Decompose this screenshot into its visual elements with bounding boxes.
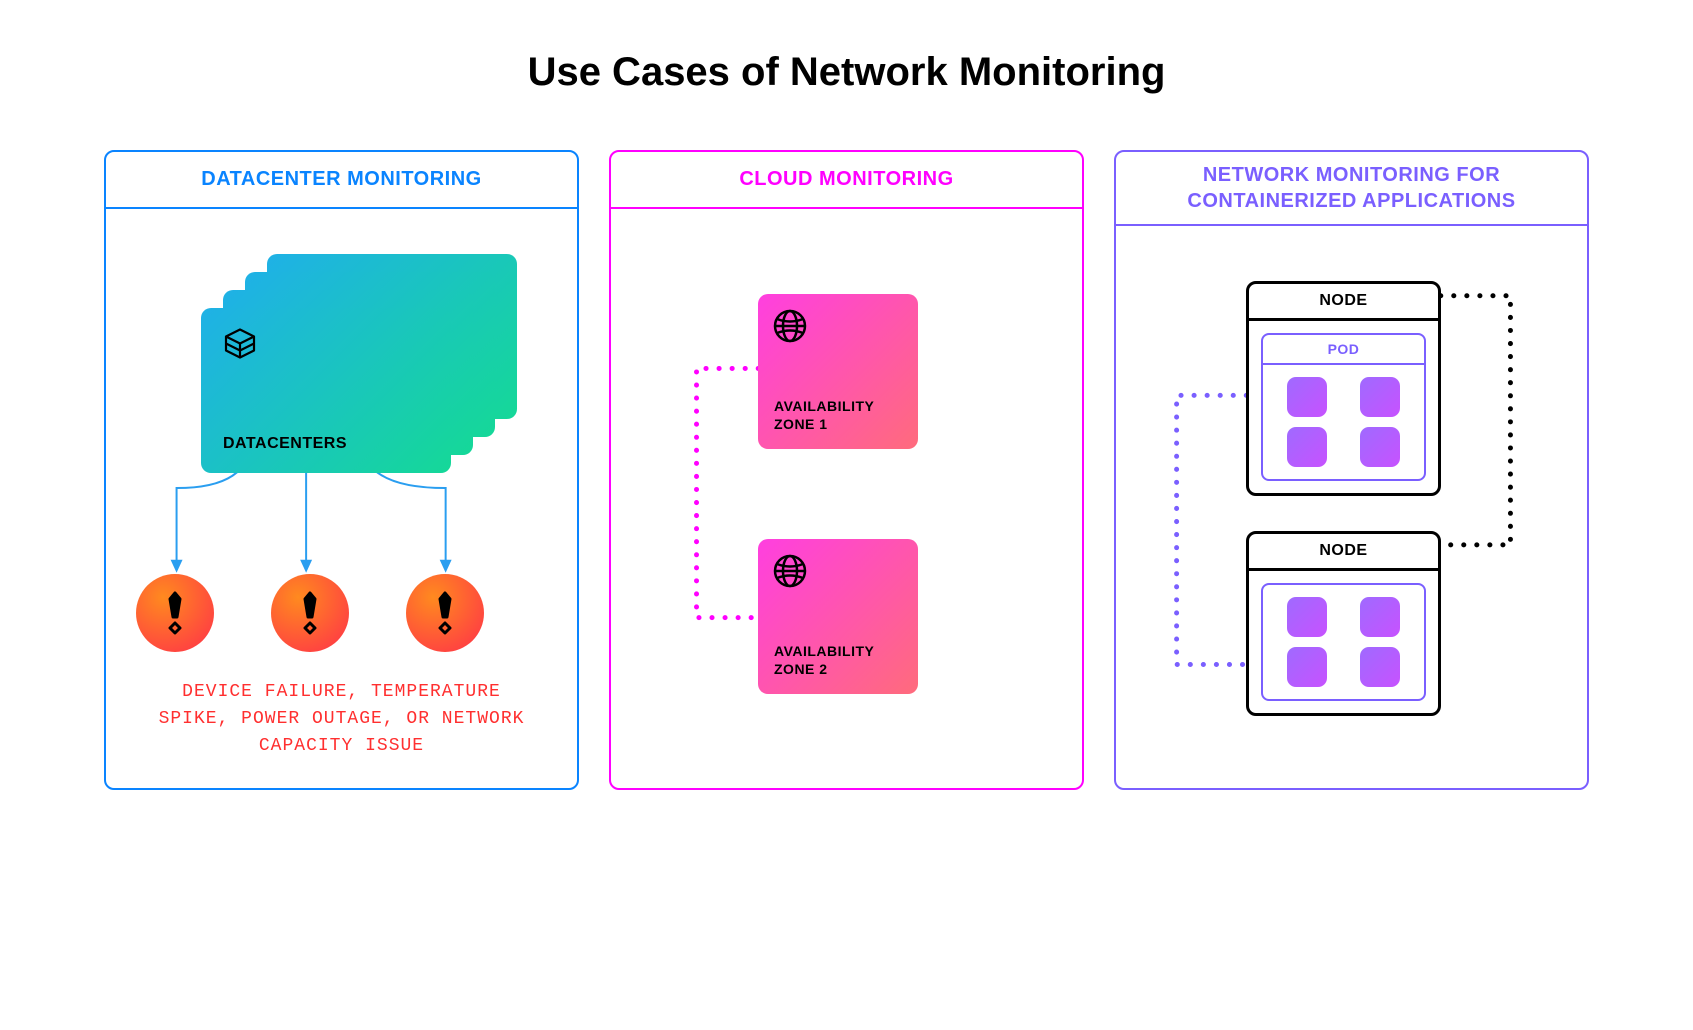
pod-label: POD	[1263, 335, 1424, 365]
datacenter-card-stack: DATACENTERS	[201, 254, 451, 464]
panel-container-title: NETWORK MONITORING FOR CONTAINERIZED APP…	[1116, 152, 1587, 226]
exclamation-icon	[430, 591, 460, 635]
zone-label: AVAILABILITYZONE 1	[774, 397, 874, 433]
container-square	[1287, 427, 1327, 467]
container-square	[1360, 597, 1400, 637]
page-title: Use Cases of Network Monitoring	[30, 50, 1663, 95]
availability-zone-card: AVAILABILITYZONE 2	[758, 539, 918, 694]
node-card: NODE	[1246, 531, 1441, 716]
globe-icon	[772, 553, 808, 589]
alert-icon	[136, 574, 214, 652]
panel-cloud-title: CLOUD MONITORING	[611, 152, 1082, 209]
container-square	[1360, 427, 1400, 467]
exclamation-icon	[160, 591, 190, 635]
exclamation-icon	[295, 591, 325, 635]
container-square	[1360, 377, 1400, 417]
alert-icon	[271, 574, 349, 652]
globe-icon	[772, 308, 808, 344]
alert-icon	[406, 574, 484, 652]
zone-label: AVAILABILITYZONE 2	[774, 642, 874, 678]
node-label: NODE	[1249, 284, 1438, 321]
panel-cloud-body: AVAILABILITYZONE 1 AVAILABILITYZONE 2	[611, 209, 1082, 787]
availability-zone-card: AVAILABILITYZONE 1	[758, 294, 918, 449]
container-square	[1287, 647, 1327, 687]
datacenter-label: DATACENTERS	[223, 435, 347, 453]
panel-cloud: CLOUD MONITORING AVAILABILITYZONE 1 AVAI…	[609, 150, 1084, 790]
panel-container-body: NODE POD NODE	[1116, 226, 1587, 790]
pod-card: POD	[1261, 333, 1426, 481]
panels-row: DATACENTER MONITORING	[30, 150, 1663, 790]
panel-datacenter: DATACENTER MONITORING	[104, 150, 579, 790]
datacenter-card-front: DATACENTERS	[201, 308, 451, 473]
node-card: NODE POD	[1246, 281, 1441, 496]
pod-card	[1261, 583, 1426, 701]
panel-datacenter-title: DATACENTER MONITORING	[106, 152, 577, 209]
container-square	[1360, 647, 1400, 687]
container-square	[1287, 597, 1327, 637]
server-icon	[219, 326, 261, 368]
panel-datacenter-body: DATACENTERS DEVICE FAILURE, TEMPERATURE …	[106, 209, 577, 787]
alert-text: DEVICE FAILURE, TEMPERATURE SPIKE, POWER…	[106, 679, 577, 760]
container-square	[1287, 377, 1327, 417]
panel-container: NETWORK MONITORING FOR CONTAINERIZED APP…	[1114, 150, 1589, 790]
node-label: NODE	[1249, 534, 1438, 571]
